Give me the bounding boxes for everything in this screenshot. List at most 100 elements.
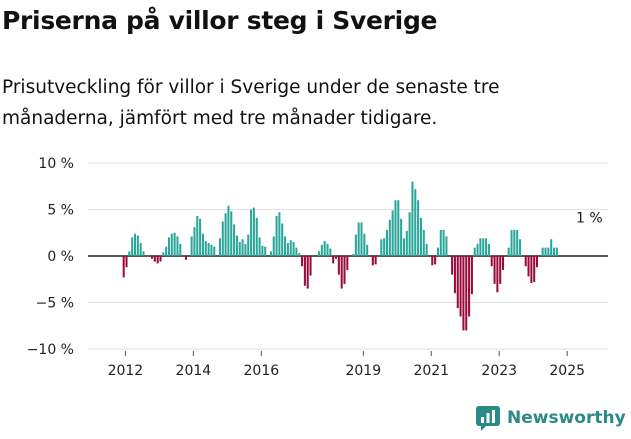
bar — [204, 241, 207, 256]
bar — [230, 211, 233, 256]
y-tick-label: 10 % — [38, 156, 74, 172]
bar — [224, 213, 227, 256]
bar — [278, 212, 281, 256]
bar — [162, 252, 165, 256]
bar — [337, 256, 340, 275]
bar — [264, 246, 267, 256]
chart-title: Priserna på villor steg i Sverige — [2, 6, 438, 35]
bar — [436, 247, 439, 256]
bar — [125, 256, 128, 268]
bar — [142, 251, 145, 256]
bar — [555, 247, 558, 256]
bar — [275, 216, 278, 256]
bar — [482, 238, 485, 256]
x-tick-label: 2023 — [481, 363, 517, 379]
bar — [252, 207, 255, 256]
bar — [530, 256, 533, 283]
bar — [547, 247, 550, 256]
bar — [227, 205, 230, 256]
bar — [380, 239, 383, 256]
bar — [459, 256, 462, 317]
bar — [201, 233, 204, 256]
bar — [150, 256, 154, 259]
bar-chart: −10 % −5 % 0 % 5 % 10 % 2012 2014 2016 2019 2021 2… — [27, 156, 608, 379]
bar — [343, 256, 346, 284]
y-tick-label: 5 % — [47, 203, 74, 219]
bar — [213, 246, 216, 256]
bar — [306, 256, 309, 289]
bar — [193, 227, 196, 256]
bar — [318, 251, 321, 256]
bar — [527, 256, 530, 277]
bar — [533, 256, 536, 283]
bar — [284, 236, 287, 256]
bar — [431, 256, 434, 266]
bar — [210, 244, 213, 256]
bar — [184, 256, 187, 260]
bar — [493, 256, 496, 284]
bar — [496, 256, 499, 293]
bar — [462, 256, 465, 331]
bar — [241, 239, 244, 256]
bar — [176, 236, 179, 256]
bar — [292, 242, 295, 256]
y-tick-label: −10 % — [27, 342, 74, 358]
x-tick-label: 2016 — [244, 363, 280, 379]
bar — [414, 189, 417, 256]
brand-name: Newsworthy — [507, 408, 626, 428]
bar — [159, 256, 162, 262]
bar — [320, 244, 323, 256]
bar — [269, 251, 272, 256]
bar — [550, 239, 553, 256]
newsworthy-brand: Newsworthy — [475, 405, 626, 431]
bar — [411, 181, 414, 256]
bar — [490, 256, 493, 267]
bar — [250, 209, 253, 256]
bar — [516, 229, 519, 256]
bar — [179, 243, 182, 256]
bar — [468, 256, 471, 317]
bar — [332, 256, 335, 264]
bar — [363, 233, 366, 256]
bar — [173, 232, 176, 256]
bar — [408, 212, 411, 256]
bar — [371, 256, 374, 266]
bar — [400, 218, 403, 256]
bar — [513, 229, 516, 256]
bar — [351, 254, 355, 256]
annotation-label: 1 % — [576, 211, 603, 227]
bar — [286, 242, 289, 256]
bar — [394, 200, 397, 256]
bar — [397, 200, 400, 256]
x-tick-label: 2025 — [549, 363, 585, 379]
bar — [323, 241, 326, 256]
x-tick-label: 2019 — [345, 363, 381, 379]
bar — [255, 217, 258, 256]
bar — [354, 234, 357, 256]
bar — [422, 229, 425, 256]
bar — [442, 229, 445, 256]
bar — [388, 219, 391, 256]
bar — [479, 238, 482, 256]
bar — [476, 243, 479, 256]
bar — [419, 217, 422, 256]
bar — [374, 256, 377, 265]
bar — [122, 256, 125, 278]
bar — [295, 247, 298, 256]
x-tick-label: 2012 — [108, 363, 144, 379]
chart-subtitle: Prisutveckling för villor i Sverige unde… — [2, 77, 500, 129]
bar — [272, 236, 275, 256]
bar — [233, 224, 236, 256]
bar — [552, 247, 556, 256]
bar — [425, 243, 428, 256]
bar — [133, 233, 137, 256]
bar — [335, 256, 338, 259]
bar — [196, 216, 199, 256]
bar — [167, 237, 171, 256]
bar — [329, 248, 332, 256]
y-tick-label: −5 % — [36, 296, 74, 312]
bar — [510, 229, 513, 256]
bar — [465, 256, 468, 331]
bar — [261, 245, 264, 256]
bar — [346, 256, 349, 270]
